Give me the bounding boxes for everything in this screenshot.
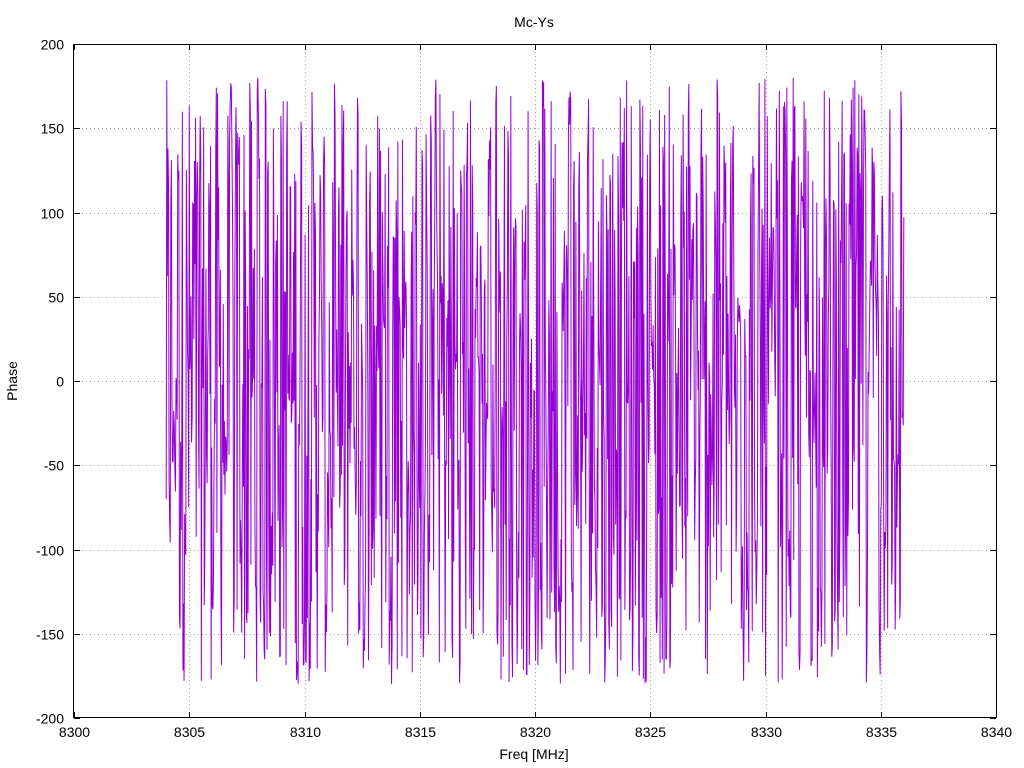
x-axis-label: Freq [MHz] [499,746,568,762]
y-tick-label: -50 [44,458,64,474]
tick-layer [74,44,997,719]
x-tick-label: 8335 [866,724,897,740]
y-tick-label: 200 [41,37,65,53]
y-axis-label: Phase [4,361,20,401]
chart-title: Mc-Ys [514,14,554,30]
x-tick-label: 8305 [174,724,205,740]
x-tick-label: 8325 [635,724,666,740]
phase-series-line [165,77,905,684]
y-tick-label: -100 [36,543,64,559]
x-tick-label: 8340 [981,724,1012,740]
y-tick-label: 0 [56,374,64,390]
y-tick-label: -150 [36,627,64,643]
y-tick-label: 150 [41,121,65,137]
x-tick-label: 8310 [290,724,321,740]
y-tick-label: 50 [48,290,64,306]
y-tick-label: -200 [36,711,64,727]
x-tick-label: 8315 [405,724,436,740]
x-tick-label: 8320 [520,724,551,740]
x-tick-label: 8330 [751,724,782,740]
x-tick-labels: 8300 8305 8310 8315 8320 8325 8330 8335 8340 [59,724,1012,740]
y-tick-label: 100 [41,206,65,222]
x-tick-label: 8300 [59,724,90,740]
series-layer [165,77,905,684]
y-tick-labels: -200 -150 -100 -50 0 50 100 150 200 [36,37,64,727]
